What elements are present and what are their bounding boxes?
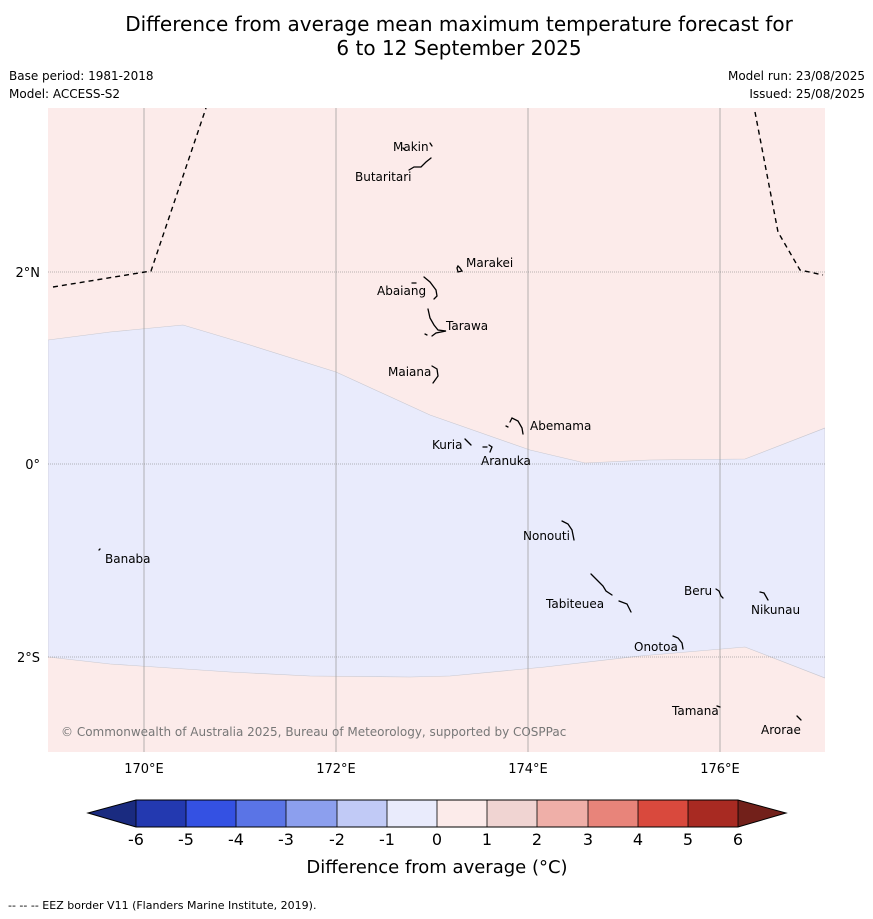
island-tamana (716, 705, 721, 708)
colorbar-tick-0: 0 (432, 830, 442, 849)
longitude-gridlines (143, 108, 721, 752)
label-aranuka: Aranuka (481, 454, 531, 468)
colorbar-tick-3: 3 (583, 830, 593, 849)
colorbar-segment-6 (387, 800, 437, 827)
colorbar-segment-10 (588, 800, 638, 827)
colorbar: -6 -5 -4 -3 -2 -1 0 1 2 3 4 5 6 Differen… (86, 799, 788, 878)
colorbar-tick-2: 2 (532, 830, 542, 849)
colorbar-label: Difference from average (°C) (306, 857, 567, 878)
colorbar-segment-12 (688, 800, 738, 827)
colorbar-tick-5: 5 (683, 830, 693, 849)
label-abemama: Abemama (530, 419, 591, 433)
colorbar-segment-5 (337, 800, 387, 827)
colorbar-min-extend (88, 800, 136, 827)
base-period: Base period: 1981-2018 (9, 69, 154, 83)
island-maiana (431, 365, 439, 384)
title-line-2: 6 to 12 September 2025 (336, 36, 582, 60)
label-arorae: Arorae (761, 723, 801, 737)
colorbar-segment-11 (638, 800, 688, 827)
lon-label-174e: 174°E (508, 762, 548, 777)
label-butaritari: Butaritari (355, 170, 412, 184)
model-name: Model: ACCESS-S2 (9, 87, 121, 101)
title-line-1: Difference from average mean maximum tem… (125, 12, 793, 36)
island-makin (402, 142, 433, 151)
lat-label-0: 0° (25, 458, 40, 473)
island-abaiang (411, 276, 438, 300)
map-title: Difference from average mean maximum tem… (0, 12, 873, 60)
colorbar-tick-m4: -4 (228, 830, 244, 849)
label-kuria: Kuria (432, 438, 463, 452)
colorbar-segment-8 (487, 800, 537, 827)
label-beru: Beru (684, 584, 712, 598)
colorbar-max-extend (738, 800, 786, 827)
island-tabiteuea (590, 573, 632, 613)
label-onotoa: Onotoa (634, 640, 678, 654)
lat-label-2n: 2°N (16, 266, 41, 281)
island-tarawa (424, 308, 447, 337)
island-onotoa (672, 635, 684, 650)
eez-border-west (52, 108, 207, 288)
copyright-notice: © Commonwealth of Australia 2025, Bureau… (61, 725, 566, 739)
island-aranuka (482, 444, 493, 453)
eez-border-east (754, 111, 824, 276)
island-outlines (98, 142, 802, 721)
eez-footnote: -- -- -- EEZ border V11 (Flanders Marine… (8, 899, 317, 912)
label-maiana: Maiana (388, 365, 431, 379)
label-nonouti: Nonouti (523, 529, 570, 543)
colorbar-segment-9 (537, 800, 588, 827)
island-marakei (456, 264, 464, 273)
colorbar-tick-m6: -6 (128, 830, 144, 849)
colorbar-segment-4 (286, 800, 337, 827)
colorbar-tick-m5: -5 (178, 830, 194, 849)
colorbar-segment-7 (437, 800, 487, 827)
island-banaba (98, 548, 101, 551)
colorbar-tick-4: 4 (633, 830, 643, 849)
colorbar-segment-1 (136, 800, 186, 827)
lon-label-172e: 172°E (316, 762, 356, 777)
meta-right: Model run: 23/08/2025 Issued: 25/08/2025 (728, 67, 865, 103)
island-nikunau (759, 591, 769, 601)
lon-label-170e: 170°E (124, 762, 164, 777)
label-tabiteuea: Tabiteuea (545, 597, 604, 611)
model-run: Model run: 23/08/2025 (727, 69, 865, 83)
island-butaritari (408, 157, 432, 171)
island-nonouti (561, 520, 575, 541)
island-beru (715, 588, 724, 599)
meta-left: Base period: 1981-2018 Model: ACCESS-S2 (9, 67, 154, 103)
lat-label-2s: 2°S (17, 651, 40, 666)
label-makin: Makin (393, 140, 429, 154)
issued-date: Issued: 25/08/2025 (749, 87, 865, 101)
label-nikunau: Nikunau (751, 603, 800, 617)
colorbar-segment-3 (236, 800, 286, 827)
colorbar-segment-2 (186, 800, 236, 827)
label-tamana: Tamana (671, 704, 719, 718)
latitude-gridlines (48, 271, 825, 658)
map-panel: Makin Butaritari Marakei Abaiang Tarawa … (48, 108, 825, 752)
island-kuria (464, 438, 472, 446)
cool-anomaly-region (48, 324, 825, 679)
island-arorae (796, 715, 802, 721)
lon-label-176e: 176°E (700, 762, 740, 777)
label-marakei: Marakei (466, 256, 513, 270)
colorbar-tick-m3: -3 (278, 830, 294, 849)
label-banaba: Banaba (105, 552, 151, 566)
label-tarawa: Tarawa (445, 319, 488, 333)
colorbar-tick-1: 1 (482, 830, 492, 849)
colorbar-tick-m1: -1 (379, 830, 395, 849)
colorbar-tick-6: 6 (733, 830, 743, 849)
colorbar-tick-m2: -2 (329, 830, 345, 849)
island-abemama (505, 417, 524, 435)
label-abaiang: Abaiang (377, 284, 426, 298)
